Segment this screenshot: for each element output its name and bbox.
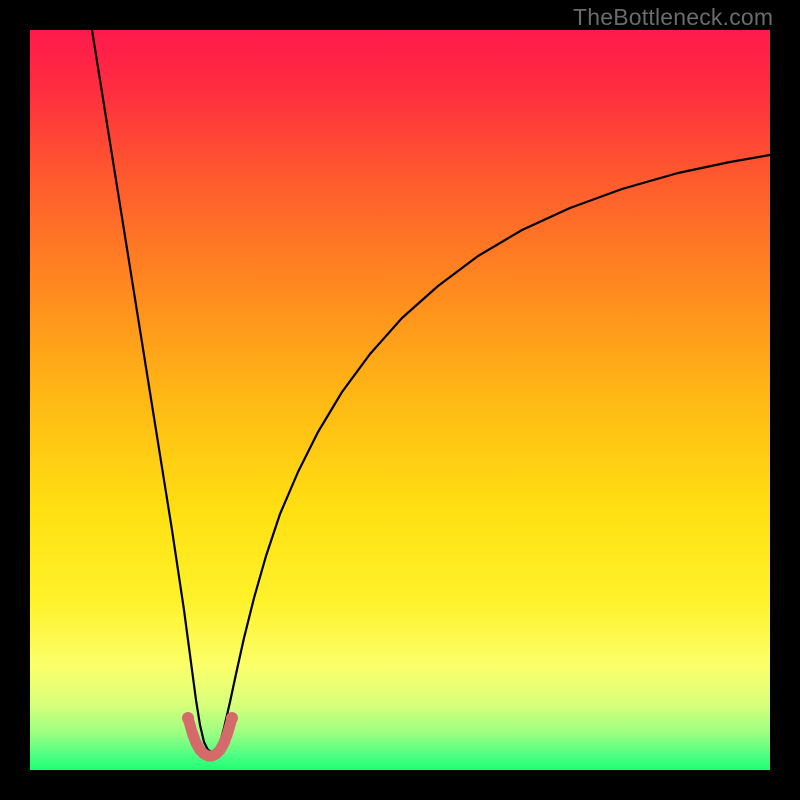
dip-cap-dot	[182, 712, 194, 724]
gradient-background	[30, 30, 770, 770]
plot-area	[30, 30, 770, 770]
watermark-text: TheBottleneck.com	[573, 4, 773, 31]
chart-svg	[30, 30, 770, 770]
dip-cap-dot	[226, 712, 238, 724]
dip-cap-dot	[188, 730, 199, 741]
dip-cap-dot	[222, 730, 233, 741]
